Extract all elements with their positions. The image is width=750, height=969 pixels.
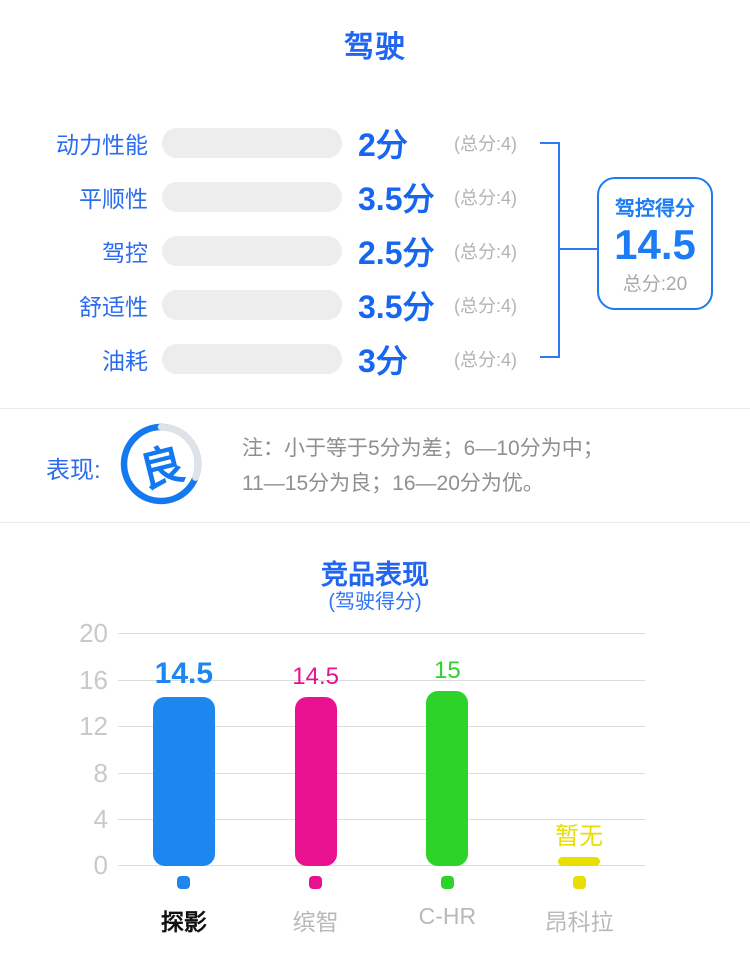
score-value: 3.5分 (358, 289, 435, 325)
score-rows: 动力性能 2分 (总分:4) 平顺性 3.5分 (总分:4) 驾控 2.5分 (… (0, 127, 517, 398)
bar-value-label: 14.5 (292, 663, 339, 691)
score-total: (总分:4) (454, 350, 517, 370)
legend-marker-chr (440, 876, 454, 889)
score-row-label: 油耗 (102, 348, 148, 374)
bar-value-label: 暂无 (555, 822, 604, 850)
total-score-value: 14.5 (614, 221, 696, 268)
total-score-title: 驾控得分 (615, 198, 695, 220)
score-value: 3分 (358, 343, 408, 379)
bracket-top-tick (540, 142, 558, 144)
score-row-comfort: 舒适性 3.5分 (总分:4) (0, 289, 517, 325)
score-value: 3.5分 (358, 181, 435, 217)
gridline (118, 726, 645, 728)
score-row-power: 动力性能 2分 (总分:4) (0, 127, 517, 163)
bar-column-angkela: 暂无 (513, 633, 645, 866)
score-row-label: 舒适性 (79, 294, 148, 320)
legend-cell (513, 876, 645, 889)
y-tick-12: 12 (79, 711, 108, 742)
x-label-angkela: 昂科拉 (544, 909, 614, 935)
grade-ring-icon (120, 423, 202, 505)
gridline (118, 679, 645, 681)
score-total: (总分:4) (454, 296, 517, 316)
total-score-card: 驾控得分 14.5 总分:20 (597, 177, 713, 310)
score-bar-track (162, 290, 342, 320)
bar-chr (426, 691, 469, 866)
bar-binzhi (294, 697, 337, 866)
gridline (118, 633, 645, 634)
score-bar-track (162, 344, 342, 374)
grading-note-line2: 11—15分为良；16—20分为优。 (242, 472, 544, 495)
chart-title: 竞品表现 (321, 560, 429, 590)
bracket-mid-connector (560, 248, 597, 250)
total-score-max: 总分:20 (622, 274, 688, 296)
score-bar-track (162, 236, 342, 266)
gridline (118, 865, 645, 866)
bar-value-label: 14.5 (154, 657, 214, 691)
driving-score-section: 驾驶 动力性能 2分 (总分:4) 平顺性 3.5分 (总分:4) 驾控 2.5… (0, 0, 750, 408)
gridline (118, 772, 645, 774)
bar-column-binzhi: 14.5 (250, 633, 382, 866)
legend-cell (118, 876, 250, 889)
score-row-label: 驾控 (102, 240, 148, 266)
bar-angkela (558, 856, 601, 866)
gridline (118, 819, 645, 821)
score-row-label: 动力性能 (56, 132, 148, 158)
y-tick-0: 0 (93, 850, 108, 880)
grade-ring: 良 (120, 423, 202, 505)
legend-marker-binzhi (309, 876, 323, 889)
x-label-tanying: 探影 (160, 909, 207, 935)
score-row-handling: 驾控 2.5分 (总分:4) (0, 235, 517, 271)
x-label-binzhi: 缤智 (292, 909, 339, 935)
chart-x-labels: 探影 缤智 C-HR 昂科拉 (118, 903, 645, 937)
score-bar-track (162, 182, 342, 212)
score-row-smoothness: 平顺性 3.5分 (总分:4) (0, 181, 517, 217)
legend-cell (382, 876, 514, 889)
chart-subtitle: (驾驶得分) (328, 591, 422, 613)
y-tick-20: 20 (79, 618, 108, 648)
chart-plot-area (118, 633, 645, 866)
bracket-line (558, 142, 560, 358)
legend-marker-tanying (177, 876, 191, 889)
competitor-chart-section: 竞品表现 (驾驶得分) 20 16 12 8 4 0 14.5 14.5 (0, 523, 750, 969)
score-value: 2.5分 (358, 235, 435, 271)
y-tick-4: 4 (93, 804, 108, 835)
performance-label: 表现: (46, 457, 101, 484)
grading-note: 注：小于等于5分为差；6—10分为中； 11—15分为良；16—20分为优。 (242, 431, 604, 501)
chart-bars: 14.5 14.5 15 暂无 (118, 633, 645, 866)
section-title: 驾驶 (344, 31, 406, 64)
score-row-fuel: 油耗 3分 (总分:4) (0, 343, 517, 379)
bar-tanying (152, 697, 215, 866)
bar-value-label: 15 (434, 657, 461, 685)
grading-note-line1: 注：小于等于5分为差；6—10分为中； (242, 437, 604, 460)
legend-marker-angkela (572, 876, 586, 889)
bar-column-tanying: 14.5 (118, 633, 250, 866)
score-value: 2分 (358, 127, 408, 163)
x-label-chr: C-HR (418, 903, 477, 929)
score-total: (总分:4) (454, 242, 517, 262)
y-tick-16: 16 (79, 664, 108, 695)
score-total: (总分:4) (454, 134, 517, 154)
chart-legend (118, 876, 645, 889)
score-bar-track (162, 128, 342, 158)
bracket-bottom-tick (540, 356, 558, 358)
y-tick-8: 8 (93, 757, 108, 788)
legend-cell (250, 876, 382, 889)
bar-column-chr: 15 (382, 633, 514, 866)
performance-grade-section: 表现: 良 注：小于等于5分为差；6—10分为中； 11—15分为良；16—20… (0, 408, 750, 523)
score-row-label: 平顺性 (79, 186, 148, 212)
score-total: (总分:4) (454, 188, 517, 208)
